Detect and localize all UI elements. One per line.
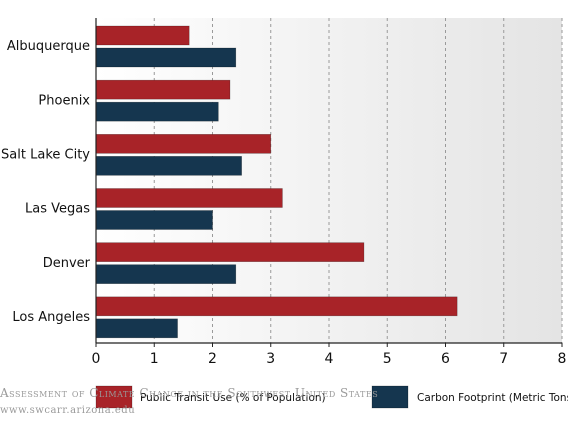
legend-label: Carbon Footprint (Metric Tons) xyxy=(417,392,568,404)
category-label: Los Angeles xyxy=(12,310,90,325)
bar-transit xyxy=(95,296,458,317)
category-label: Phoenix xyxy=(38,93,90,108)
category-label: Denver xyxy=(43,256,91,271)
bar-carbon xyxy=(95,210,213,230)
x-tick-label: 8 xyxy=(558,351,567,367)
watermark-title: Assessment of Climate Change in the Sout… xyxy=(0,386,379,400)
bar-carbon xyxy=(95,318,178,339)
x-tick-label: 5 xyxy=(383,351,392,367)
bar-transit xyxy=(95,242,365,262)
bar-carbon xyxy=(95,264,237,284)
bar-carbon xyxy=(95,156,242,176)
bar-transit xyxy=(95,25,190,46)
bar-carbon xyxy=(95,47,237,68)
x-tick-label: 6 xyxy=(441,351,450,367)
x-tick-label: 1 xyxy=(150,351,159,367)
legend-label: Public Transit Use (% of Population) xyxy=(140,392,326,404)
bar-transit xyxy=(95,79,231,100)
x-tick-label: 7 xyxy=(499,351,508,367)
legend-swatch xyxy=(95,385,133,409)
legend-swatch xyxy=(371,385,409,409)
x-tick-label: 3 xyxy=(266,351,275,367)
category-label: Salt Lake City xyxy=(1,147,90,162)
category-label: Las Vegas xyxy=(25,202,90,217)
bar-transit xyxy=(95,188,283,208)
category-label: Albuquerque xyxy=(7,39,90,54)
x-tick-label: 0 xyxy=(92,351,101,367)
x-tick-label: 2 xyxy=(208,351,217,367)
bar-transit xyxy=(95,134,272,154)
x-tick-label: 4 xyxy=(325,351,334,367)
watermark-url: www.swcarr.arizona.edu xyxy=(0,405,136,416)
bar-carbon xyxy=(95,101,219,122)
